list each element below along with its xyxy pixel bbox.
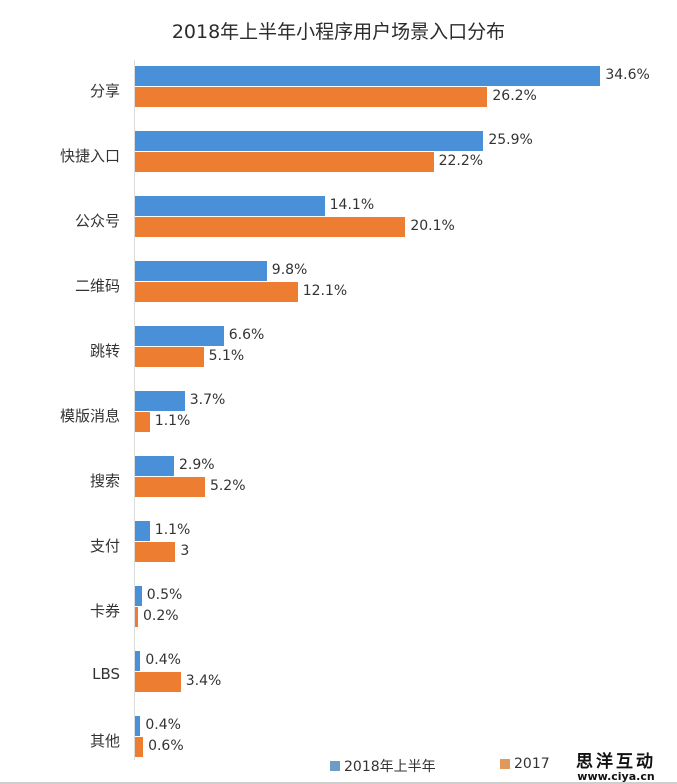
bar-2018h1 — [135, 456, 174, 476]
bar-group: 快捷入口 25.9% 22.2% — [0, 131, 677, 177]
value-label-2017: 0.6% — [148, 738, 184, 754]
category-label: 搜索 — [89, 472, 120, 490]
bar-group: 搜索 2.9% 5.2% — [0, 456, 677, 502]
category-label: 公众号 — [74, 212, 120, 230]
bar-2017 — [135, 152, 434, 172]
value-label-2018h1: 6.6% — [228, 327, 265, 343]
legend-swatch-2017 — [500, 759, 510, 769]
bar-2017 — [135, 737, 144, 757]
category-label: 其他 — [89, 732, 120, 750]
legend-label-2017: 2017 — [514, 756, 550, 772]
bar-2017 — [135, 542, 176, 562]
bar-2018h1 — [135, 586, 142, 606]
value-label-2017: 0.2% — [143, 608, 179, 624]
bar-2017 — [135, 347, 204, 367]
bar-2017 — [135, 672, 181, 692]
bar-group: 跳转 6.6% 5.1% — [0, 326, 677, 372]
bar-group: 模版消息 3.7% 1.1% — [0, 391, 677, 437]
bar-group: 公众号 14.1% 20.1% — [0, 196, 677, 242]
bar-2017 — [135, 282, 298, 302]
legend-label-2018h1: 2018年上半年 — [344, 759, 436, 775]
value-label-2018h1: 14.1% — [329, 197, 375, 213]
value-label-2018h1: 34.6% — [605, 67, 650, 83]
bar-2018h1 — [135, 196, 325, 216]
value-label-2017: 3.4% — [185, 673, 222, 689]
value-label-2018h1: 0.4% — [145, 717, 181, 733]
watermark: 思洋互动 www.ciya.cn — [555, 746, 677, 784]
category-label: 跳转 — [89, 342, 120, 360]
bar-2018h1 — [135, 651, 141, 671]
legend-item-2017: 2017 — [500, 756, 550, 772]
value-label-2017: 26.2% — [492, 88, 537, 104]
bar-2017 — [135, 217, 406, 237]
category-label: 模版消息 — [59, 407, 120, 425]
value-label-2018h1: 25.9% — [488, 132, 533, 148]
watermark-url: www.ciya.cn — [577, 770, 655, 783]
chart-title: 2018年上半年小程序用户场景入口分布 — [171, 21, 506, 43]
value-label-2018h1: 3.7% — [189, 392, 226, 408]
bar-2018h1 — [135, 521, 150, 541]
value-label-2018h1: 1.1% — [154, 522, 191, 538]
legend-swatch-2018h1 — [330, 761, 340, 771]
bar-group: 分享 34.6% 26.2% — [0, 66, 677, 112]
value-label-2017: 3 — [180, 543, 190, 559]
value-label-2017: 5.2% — [209, 478, 246, 494]
bar-2018h1 — [135, 131, 484, 151]
legend-item-2018h1: 2018年上半年 — [330, 756, 436, 776]
category-label: 二维码 — [74, 277, 120, 295]
bar-2018h1 — [135, 261, 267, 281]
bottom-divider — [0, 782, 677, 784]
value-label-2018h1: 0.4% — [145, 652, 181, 668]
bar-2018h1 — [135, 716, 141, 736]
bar-2018h1 — [135, 66, 601, 86]
value-label-2017: 12.1% — [302, 283, 348, 299]
bar-2018h1 — [135, 391, 185, 411]
bar-group: 其他 0.4% 0.6% — [0, 716, 677, 762]
bar-2017 — [135, 477, 205, 497]
bar-2017 — [135, 412, 150, 432]
value-label-2018h1: 0.5% — [146, 587, 183, 603]
category-label: LBS — [92, 665, 120, 683]
category-axis-line — [134, 60, 135, 760]
value-label-2017: 5.1% — [208, 348, 245, 364]
category-label: 支付 — [89, 537, 120, 555]
value-label-2017: 20.1% — [410, 218, 455, 234]
watermark-brand: 思洋互动 — [576, 752, 656, 772]
category-label: 快捷入口 — [59, 147, 120, 165]
bar-group: 二维码 9.8% 12.1% — [0, 261, 677, 307]
bar-group: 卡券 0.5% 0.2% — [0, 586, 677, 632]
value-label-2017: 22.2% — [438, 153, 484, 169]
bar-2017 — [135, 607, 138, 627]
category-label: 分享 — [89, 82, 120, 100]
bar-2017 — [135, 87, 488, 107]
value-label-2018h1: 2.9% — [179, 457, 215, 473]
bar-2018h1 — [135, 326, 224, 346]
bar-group: LBS 0.4% 3.4% — [0, 651, 677, 697]
category-label: 卡券 — [89, 602, 120, 620]
value-label-2018h1: 9.8% — [271, 262, 308, 278]
bar-group: 支付 1.1% 3 — [0, 521, 677, 567]
value-label-2017: 1.1% — [154, 413, 191, 429]
